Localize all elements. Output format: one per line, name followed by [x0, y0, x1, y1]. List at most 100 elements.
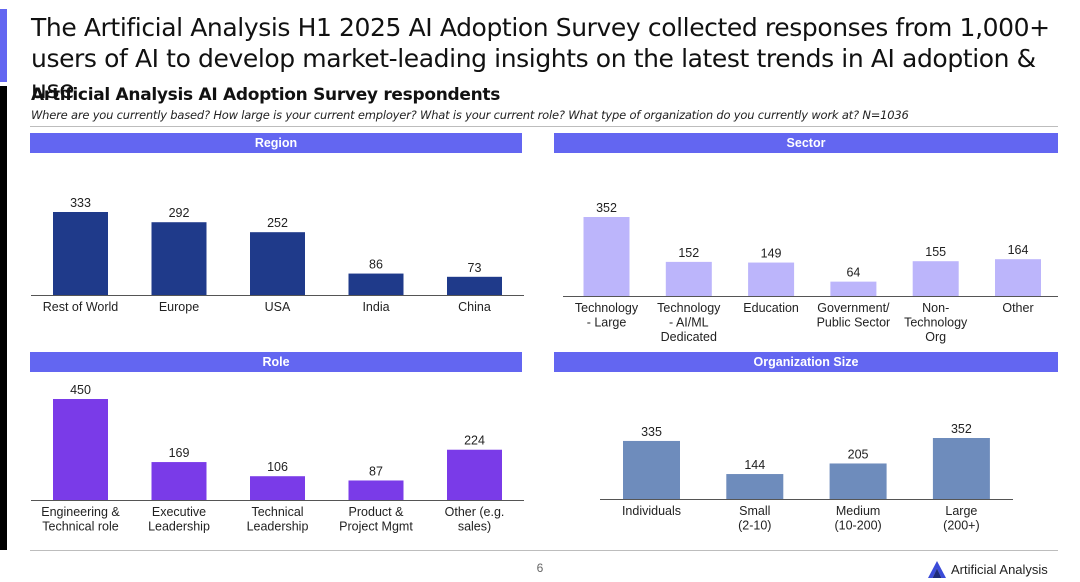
region-bar — [250, 232, 305, 295]
org-size-category-line: Medium — [836, 504, 880, 518]
role-category-label: Technical Leadership — [247, 505, 309, 534]
sector-value-label: 152 — [678, 246, 699, 260]
org-size-category-label: Individuals — [622, 504, 681, 518]
org-size-category-line: Individuals — [622, 504, 681, 518]
region-category-label: Rest of World — [43, 300, 119, 314]
sector-bar — [583, 217, 630, 296]
sector-category-label: Technology - AI/ML Dedicated — [657, 301, 721, 344]
role-category-line: Executive — [152, 505, 206, 519]
sector-category-line: Dedicated — [661, 330, 717, 344]
org-size-category-label: Medium (10-200) — [834, 504, 881, 533]
artificial-analysis-logo-icon — [928, 561, 946, 578]
org-size-bar — [932, 438, 990, 499]
role-category-label: Other (e.g. sales) — [445, 505, 505, 534]
role-category-line: Technical role — [42, 520, 118, 534]
region-value-label: 252 — [267, 216, 288, 230]
sector-bar — [748, 262, 795, 296]
bottom-divider — [30, 550, 1058, 551]
region-category-line: China — [458, 300, 491, 314]
region-value-label: 86 — [369, 258, 383, 272]
sector-bar — [912, 261, 959, 296]
org-size-value-label: 205 — [848, 447, 869, 461]
sector-value-label: 352 — [596, 201, 617, 215]
role-category-label: Executive Leadership — [148, 505, 210, 534]
sector-category-label: Education — [743, 301, 799, 315]
sector-bar — [665, 261, 712, 296]
sector-category-line: Education — [743, 301, 799, 315]
sector-category-label: Non-Technology Org — [904, 301, 968, 344]
role-bar — [151, 462, 207, 500]
role-category-label: Engineering & Technical role — [41, 505, 120, 534]
sector-value-label: 64 — [846, 266, 860, 280]
sector-category-line: - AI/ML — [669, 316, 709, 330]
sector-category-label: Government/Public Sector — [817, 301, 891, 330]
role-panel-header: Role — [30, 352, 522, 372]
region-category-label: Europe — [159, 300, 199, 314]
sector-category-line: Technology — [904, 316, 968, 330]
org-size-category-line: Large — [945, 504, 977, 518]
role-value-label: 169 — [169, 446, 190, 460]
region-category-line: Rest of World — [43, 300, 119, 314]
sector-panel-header: Sector — [554, 133, 1058, 153]
sector-value-label: 164 — [1008, 243, 1029, 257]
brand-name: Artificial Analysis — [951, 562, 1048, 577]
region-bar — [447, 276, 502, 295]
sector-category-line: Technology — [575, 301, 639, 315]
sector-category-label: Technology - Large — [575, 301, 639, 330]
sector-category-line: Government/ — [817, 301, 890, 315]
sector-category-line: - Large — [587, 316, 627, 330]
region-category-line: India — [362, 300, 389, 314]
role-category-line: Project Mgmt — [339, 520, 413, 534]
region-value-label: 73 — [468, 261, 482, 275]
brand-logo: Artificial Analysis — [928, 561, 1048, 578]
org-size-value-label: 352 — [951, 422, 972, 436]
region-bar — [53, 212, 108, 295]
org-size-chart: 335 Individuals 144 Small (2-10) 205 Medium (10… — [600, 422, 1013, 533]
role-value-label: 87 — [369, 464, 383, 478]
org-size-bar — [726, 474, 784, 499]
role-bar — [250, 476, 305, 500]
sector-category-line: Public Sector — [817, 316, 891, 330]
role-category-line: Engineering & — [41, 505, 120, 519]
accent-bar — [0, 9, 7, 82]
page-headline: The Artificial Analysis H1 2025 AI Adopt… — [31, 13, 1050, 104]
role-category-label: Product & Project Mgmt — [339, 505, 413, 534]
org-size-category-line: (200+) — [943, 519, 979, 533]
org-size-panel-header: Organization Size — [554, 352, 1058, 372]
role-chart: 450 Engineering & Technical role 169 Executi… — [31, 383, 524, 534]
org-size-category-line: Small — [739, 504, 770, 518]
org-size-category-line: (10-200) — [834, 519, 881, 533]
sector-category-line: Other — [1002, 301, 1033, 315]
role-category-line: Leadership — [148, 520, 210, 534]
page-number: 6 — [536, 561, 544, 575]
region-bar — [348, 273, 404, 295]
org-size-bar — [829, 463, 887, 499]
role-value-label: 224 — [464, 434, 485, 448]
sector-category-line: Non- — [922, 301, 949, 315]
role-bar — [53, 399, 108, 500]
role-category-line: Product & — [349, 505, 405, 519]
region-category-label: India — [362, 300, 389, 314]
sector-category-line: Technology — [657, 301, 721, 315]
region-chart: 333 Rest of World 292 Europe 252 USA 86 India 73… — [31, 196, 524, 314]
region-category-line: Europe — [159, 300, 199, 314]
region-category-label: China — [458, 300, 491, 314]
org-size-category-label: Large (200+) — [943, 504, 979, 533]
sector-category-line: Org — [925, 330, 946, 344]
role-value-label: 450 — [70, 383, 91, 397]
sector-bar — [830, 281, 877, 296]
region-value-label: 333 — [70, 196, 91, 210]
org-size-category-label: Small (2-10) — [738, 504, 771, 533]
sector-category-label: Other — [1002, 301, 1033, 315]
region-category-line: USA — [265, 300, 291, 314]
role-category-line: Other (e.g. — [445, 505, 505, 519]
section-subtitle: Where are you currently based? How large… — [31, 108, 909, 122]
role-value-label: 106 — [267, 460, 288, 474]
top-divider — [30, 126, 1058, 127]
org-size-bar — [623, 440, 680, 499]
sector-bar — [995, 259, 1041, 296]
role-bar — [348, 480, 404, 500]
org-size-category-line: (2-10) — [738, 519, 771, 533]
